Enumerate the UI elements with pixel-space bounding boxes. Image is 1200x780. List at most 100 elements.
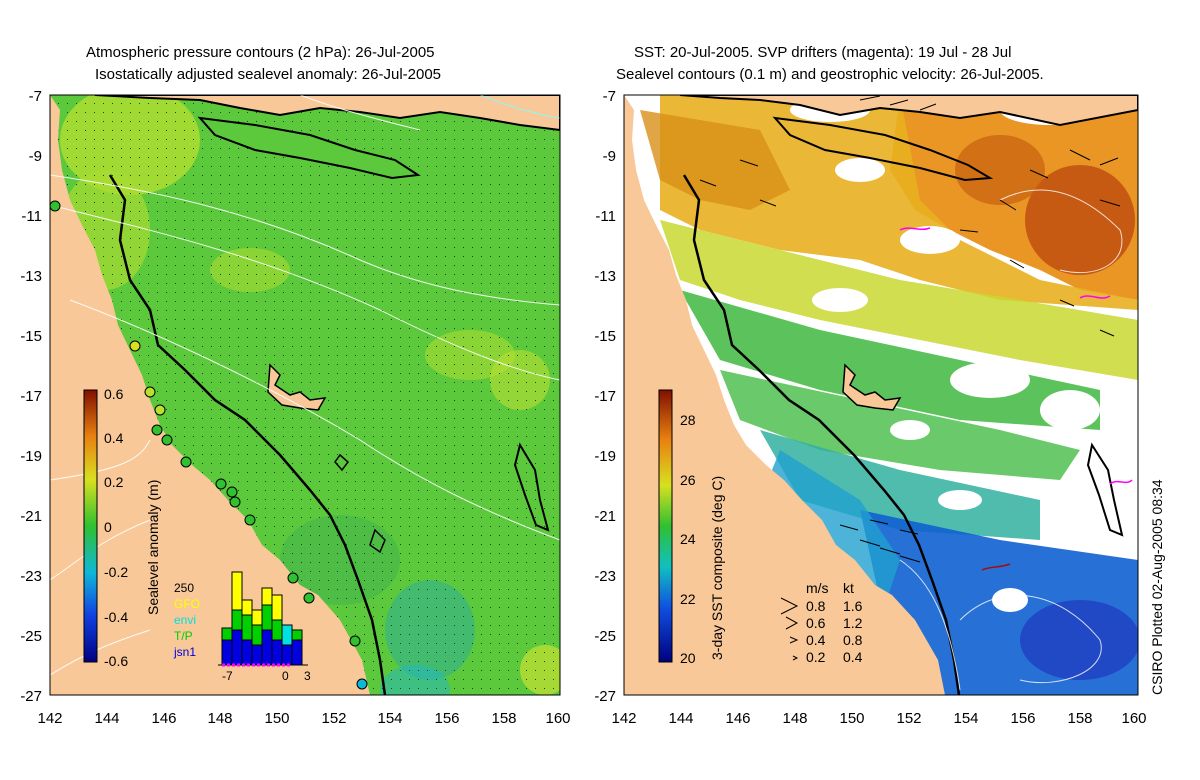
right-marion-reef: [1086, 442, 1124, 537]
right-colorbar: [658, 389, 673, 663]
left-map-frame: [49, 94, 561, 696]
right-map-frame: [623, 94, 1139, 696]
right-lat-ticks: -7 -9 -11 -13 -15 -17 -19 -21 -23 -25 -2…: [594, 88, 616, 705]
left-lon-ticks: 142 144 146 148 150 152 154 156 158 160: [37, 710, 570, 727]
svg-text:GFO: GFO: [174, 597, 200, 611]
svg-text:142: 142: [37, 710, 62, 727]
plotted-stamp: CSIRO Plotted 02-Aug-2005 08:34: [1149, 479, 1165, 695]
right-australia-land: [624, 95, 945, 695]
left-colorbar-label: Sealevel anomaly (m): [145, 480, 161, 615]
svg-text:1.2: 1.2: [843, 615, 863, 631]
svg-text:156: 156: [1010, 710, 1035, 727]
geostrophic-velocity-arrows: [699, 95, 1121, 563]
svg-text:-19: -19: [20, 448, 42, 465]
svg-text:156: 156: [434, 710, 459, 727]
svg-text:-23: -23: [594, 568, 616, 585]
svg-text:158: 158: [1067, 710, 1092, 727]
svg-text:150: 150: [264, 710, 289, 727]
svg-text:-7: -7: [29, 88, 42, 105]
svg-text:0.4: 0.4: [843, 649, 863, 665]
svg-text:-11: -11: [595, 208, 616, 225]
svg-text:154: 154: [953, 710, 978, 727]
right-lon-ticks: 142 144 146 148 150 152 154 156 158 160: [611, 710, 1146, 727]
right-torres-islands: [772, 116, 994, 182]
svg-text:-0.6: -0.6: [104, 653, 128, 669]
right-title-line2: Sealevel contours (0.1 m) and geostrophi…: [616, 66, 1044, 83]
altimeter-inset: 250 GFO envi T/P jsn1: [173, 571, 311, 683]
left-colorbar: [83, 389, 98, 663]
svg-text:0.4: 0.4: [806, 632, 826, 648]
svg-text:144: 144: [94, 710, 119, 727]
svg-text:142: 142: [611, 710, 636, 727]
svg-text:T/P: T/P: [174, 629, 193, 643]
right-colorbar-label: 3-day SST composite (deg C): [709, 476, 725, 660]
left-title-line2: Isostatically adjusted sealevel anomaly:…: [95, 66, 442, 83]
svg-text:-13: -13: [20, 268, 42, 285]
svg-text:-27: -27: [594, 688, 616, 705]
reef-outline: [108, 174, 387, 695]
svg-text:0.4: 0.4: [104, 430, 124, 446]
svg-text:-17: -17: [20, 388, 42, 405]
left-map: [50, 95, 560, 695]
svg-text:20: 20: [680, 650, 696, 666]
svg-text:-7: -7: [603, 88, 616, 105]
svg-text:1.6: 1.6: [843, 598, 863, 614]
svg-text:-15: -15: [594, 328, 616, 345]
png-coast: [94, 95, 560, 132]
velocity-legend-ms-header: m/s: [806, 580, 829, 596]
svg-text:-0.4: -0.4: [104, 609, 128, 625]
svg-text:28: 28: [680, 412, 696, 428]
svg-text:-17: -17: [594, 388, 616, 405]
tide-gauge-markers: [50, 200, 368, 690]
svg-text:250: 250: [174, 581, 194, 595]
svg-text:0.6: 0.6: [104, 386, 124, 402]
svg-text:0: 0: [104, 519, 112, 535]
right-png-coast: [679, 95, 1138, 127]
inset-xticks: -7 0 3: [222, 669, 311, 683]
sealevel-contours: [899, 189, 1123, 691]
marion-reef: [513, 442, 550, 532]
svg-text:3: 3: [304, 669, 311, 683]
svg-text:-27: -27: [20, 688, 42, 705]
svg-text:-11: -11: [21, 208, 42, 225]
svg-text:22: 22: [680, 591, 696, 607]
svg-text:160: 160: [545, 710, 570, 727]
svg-text:-25: -25: [20, 628, 42, 645]
svg-text:envi: envi: [174, 613, 196, 627]
velocity-legend-kt-header: kt: [843, 580, 854, 596]
svg-text:146: 146: [725, 710, 750, 727]
right-title-line1: SST: 20-Jul-2005. SVP drifters (magenta)…: [634, 44, 1012, 61]
right-reef-outline: [682, 174, 961, 695]
svg-text:-21: -21: [20, 508, 42, 525]
svg-text:-15: -15: [20, 328, 42, 345]
svg-text:24: 24: [680, 531, 696, 547]
svg-text:0.8: 0.8: [806, 598, 826, 614]
right-map: [624, 95, 1138, 695]
svg-text:160: 160: [1121, 710, 1146, 727]
svg-text:146: 146: [151, 710, 176, 727]
svg-text:0: 0: [282, 669, 289, 683]
coral-reef-islands: [267, 363, 327, 411]
svg-text:-9: -9: [29, 148, 42, 165]
svp-drifters: [899, 227, 1133, 485]
svg-text:-23: -23: [20, 568, 42, 585]
svg-text:-21: -21: [594, 508, 616, 525]
torres-islands: [197, 116, 421, 180]
australia-land: [50, 95, 370, 695]
svg-text:-13: -13: [594, 268, 616, 285]
velocity-legend: m/s kt 0.8 1.6 0.6 1.2 0.4 0.8 0.2 0.4: [780, 580, 863, 665]
svg-text:150: 150: [839, 710, 864, 727]
svg-text:158: 158: [491, 710, 516, 727]
left-title-line1: Atmospheric pressure contours (2 hPa): 2…: [86, 44, 435, 61]
inset-legend: 250 GFO envi T/P jsn1: [173, 581, 200, 659]
pressure-contours: [50, 95, 560, 676]
velocity-legend-arrows: [780, 597, 799, 661]
right-colorbar-ticks: 28 26 24 22 20: [680, 412, 696, 666]
left-colorbar-ticks: 0.6 0.4 0.2 0 -0.2 -0.4 -0.6: [104, 386, 128, 669]
svg-text:0.2: 0.2: [104, 474, 124, 490]
svg-text:-19: -19: [594, 448, 616, 465]
svg-text:jsn1: jsn1: [173, 645, 196, 659]
svg-text:0.6: 0.6: [806, 615, 826, 631]
right-coral-islands: [842, 363, 902, 411]
left-lat-ticks: -7 -9 -11 -13 -15 -17 -19 -21 -23 -25 -2…: [20, 88, 42, 705]
